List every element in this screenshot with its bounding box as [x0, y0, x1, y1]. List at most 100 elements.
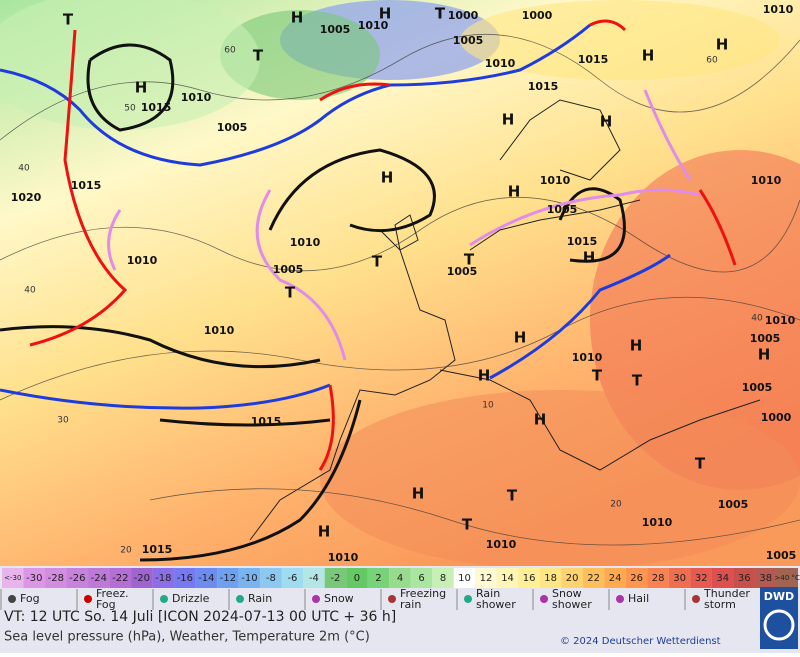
- weather-symbol: [616, 595, 624, 603]
- colorbar-label: 2: [375, 573, 381, 584]
- colorbar-cell: [518, 568, 540, 588]
- colorbar-cell: [604, 568, 626, 588]
- main-isobars: [0, 43, 626, 562]
- pressure-label: 1015: [251, 415, 282, 428]
- pressure-label: T: [372, 253, 383, 271]
- pressure-label: H: [478, 367, 491, 385]
- weather-symbol: [160, 595, 168, 603]
- colorbar-cell: [690, 568, 712, 588]
- colorbar-label: -4: [309, 573, 319, 584]
- colorbar-cell: [303, 568, 325, 588]
- colorbar-label: <-30: [4, 574, 21, 582]
- pressure-label: H: [291, 9, 304, 27]
- coastlines: [249, 99, 761, 541]
- map: H T 1000 1000 101010101005THTH10151010100510…: [0, 0, 800, 570]
- cool-area: [220, 10, 380, 100]
- pressure-label: 1010: [765, 314, 796, 327]
- grid-label: 50: [124, 104, 136, 114]
- valid-time: VT: 12 UTC So. 14 Juli [ICON 2024-07-13 …: [4, 609, 396, 625]
- pressure-label: H: [502, 111, 515, 129]
- weather-symbol: [540, 595, 548, 603]
- weather-label: Freezing rain: [400, 587, 446, 611]
- colorbar-label: 38: [759, 573, 772, 584]
- pressure-label: 1005: [273, 263, 304, 276]
- pressure-label: 1005: [742, 381, 773, 394]
- colorbar-cell: [389, 568, 411, 588]
- colorbar-label: -30: [26, 573, 42, 584]
- pressure-label: 1015: [528, 80, 559, 93]
- pressure-label: 1010: [181, 91, 212, 104]
- pressure-label: 1005: [447, 265, 478, 278]
- colorbar-cell: [174, 568, 196, 588]
- pressure-label: 1010: [763, 3, 794, 16]
- map-labels: H T 1000 1000 101010101005THTH10151010100510…: [11, 3, 797, 564]
- pressure-label: H: [508, 183, 521, 201]
- pressure-label: 1015: [567, 235, 598, 248]
- pressure-label: 1010: [328, 551, 359, 564]
- pressure-label: H: [381, 169, 394, 187]
- colorbar-label: -18: [155, 573, 171, 584]
- weather-label: Rain: [248, 592, 272, 605]
- colorbar-label: 0: [354, 573, 360, 584]
- colorbar-label: 10: [458, 573, 471, 584]
- pressure-label: 1005: [547, 203, 578, 216]
- colorbar-cell: [432, 568, 454, 588]
- colorbar-cell: [2, 568, 24, 588]
- pressure-label: T: [507, 487, 518, 505]
- pressure-label: 1010: [486, 538, 517, 551]
- colorbar-cell: [23, 568, 46, 588]
- colorbar-cell: [453, 568, 476, 588]
- pressure-label: T: [63, 11, 74, 29]
- description: Sea level pressure (hPa), Weather, Tempe…: [4, 630, 370, 645]
- temperature-colorbar: <-30 -30 -28 -26 -24 -22 -20 -18 -16 -14 -12 -10 -8-…: [2, 568, 800, 588]
- pressure-label: 1010: [204, 324, 235, 337]
- colorbar-cell: [410, 568, 433, 588]
- colorbar-cell: [66, 568, 89, 588]
- colorbar-label: 16: [523, 573, 536, 584]
- colorbar-label: -28: [48, 573, 64, 584]
- cold-front: [489, 253, 671, 380]
- pressure-label: T: [435, 5, 446, 23]
- pressure-label: T: [632, 372, 643, 390]
- weather-symbol: [8, 595, 16, 603]
- grid-label: 20: [120, 546, 132, 556]
- colorbar-cell: [195, 568, 218, 588]
- colorbar-cell: [668, 568, 691, 588]
- weather-symbol: [388, 595, 396, 603]
- pressure-label: T: [464, 251, 475, 269]
- pressure-label: 1005: [750, 332, 781, 345]
- pressure-label: 1020: [11, 191, 42, 204]
- colorbar-label: 4: [397, 573, 403, 584]
- colorbar-cell: [109, 568, 132, 588]
- colorbar-cell: [131, 568, 153, 588]
- pressure-label: H: [600, 113, 613, 131]
- colorbar-label: 26: [630, 573, 643, 584]
- pressure-label: 1010: [540, 174, 571, 187]
- pressure-label: H: [716, 36, 729, 54]
- weather-symbol: [312, 595, 320, 603]
- colorbar-label: -26: [69, 573, 85, 584]
- weather-symbol: [692, 595, 700, 603]
- weather-label: Snow: [324, 592, 354, 605]
- colorbar-label: -22: [112, 573, 128, 584]
- colorbar-cell: [754, 568, 777, 588]
- colorbar-cell: [647, 568, 669, 588]
- warm-front: [29, 29, 128, 347]
- colorbar-label: -8: [266, 573, 276, 584]
- weather-legend: Fog Freez. Fog Drizzle Rain Snow Freezing rain R…: [0, 587, 750, 611]
- logo-text: DWD: [764, 590, 794, 603]
- warm-front: [698, 189, 737, 266]
- colorbar-label: -14: [198, 573, 214, 584]
- colorbar-label: -10: [241, 573, 257, 584]
- pressure-label: T: [695, 455, 706, 473]
- colorbar-label: 36: [738, 573, 751, 584]
- pressure-label: H: [758, 346, 771, 364]
- weather-label: Rain shower: [476, 587, 516, 611]
- colorbar-label: -12: [220, 573, 236, 584]
- weather-symbol: [84, 595, 92, 603]
- colorbar-label: -6: [287, 573, 297, 584]
- isobars: [0, 33, 800, 546]
- pressure-label: 1010: [485, 57, 516, 70]
- colorbar-cell: [88, 568, 110, 588]
